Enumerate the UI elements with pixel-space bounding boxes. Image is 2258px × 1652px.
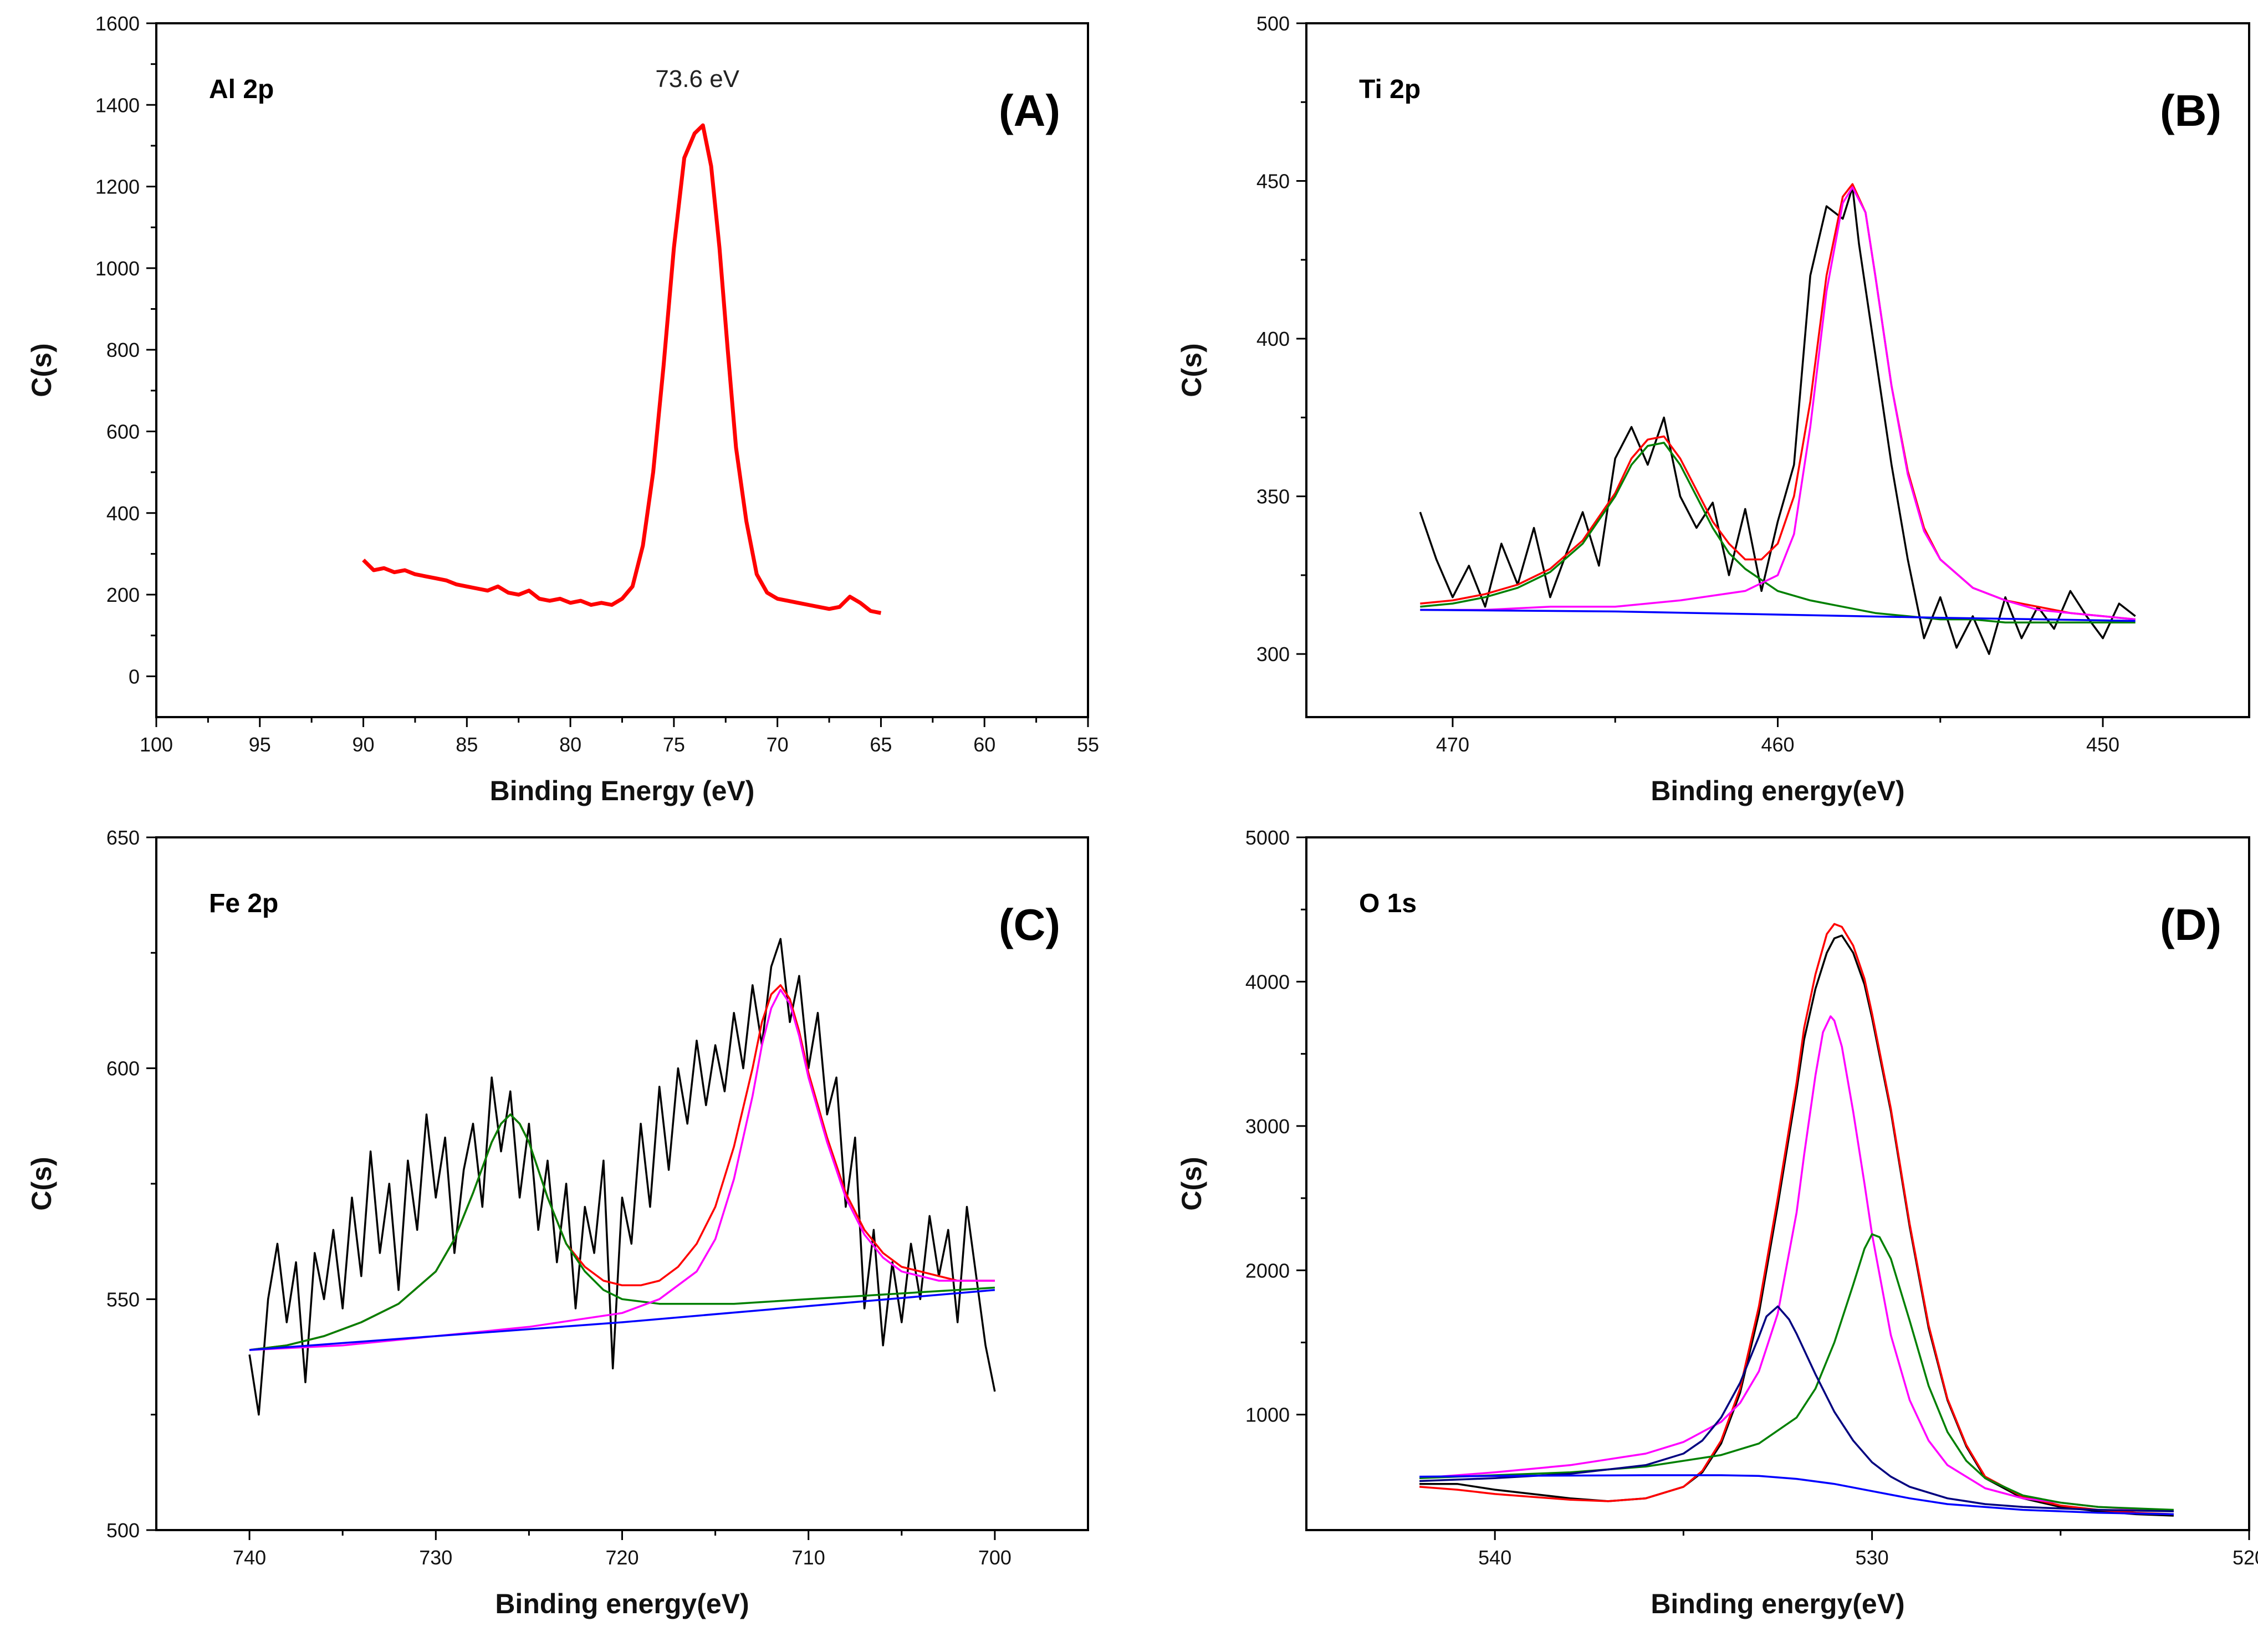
panel-1: 470 460 450 300 350 400 450 500 Binding energy(e… xyxy=(1176,12,2250,806)
panel-label: (B) xyxy=(2160,86,2221,135)
y-tick-label: 3000 xyxy=(1245,1115,1290,1138)
series-line-2 xyxy=(1420,442,2136,624)
panel-label: (A) xyxy=(999,86,1060,135)
x-tick-label: 90 xyxy=(353,733,375,756)
y-tick-label: 350 xyxy=(1256,485,1290,508)
series-line-0 xyxy=(1419,186,2136,655)
x-tick-label: 55 xyxy=(1077,733,1099,756)
x-tick-label: 470 xyxy=(1436,733,1469,756)
y-tick-label: 400 xyxy=(106,502,140,525)
y-tick-label: 200 xyxy=(106,584,140,606)
series-line-4 xyxy=(249,1288,995,1351)
x-tick-label: 530 xyxy=(1856,1546,1889,1569)
element-label: Al 2p xyxy=(209,75,274,104)
x-tick-label: 710 xyxy=(792,1546,825,1569)
y-tick-label: 1600 xyxy=(95,12,140,35)
plot-frame xyxy=(155,836,1089,1531)
x-tick-label: 80 xyxy=(559,733,581,756)
y-tick-label: 650 xyxy=(106,826,140,849)
y-tick-label: 1000 xyxy=(95,257,140,280)
element-label: Fe 2p xyxy=(209,889,278,918)
y-tick-label: 600 xyxy=(106,420,140,443)
y-tick-label: 4000 xyxy=(1245,970,1290,993)
series-line-3 xyxy=(1419,1233,2174,1511)
y-tick-label: 500 xyxy=(106,1519,140,1542)
peak-annotation: 73.6 eV xyxy=(655,65,739,93)
series-line-0 xyxy=(362,123,882,615)
plot-frame xyxy=(155,22,1089,718)
x-tick-label: 85 xyxy=(456,733,478,756)
y-axis-label: C(s) xyxy=(1176,1157,1207,1210)
x-tick-label: 520 xyxy=(2233,1546,2258,1569)
series-line-1 xyxy=(1419,923,2174,1516)
x-tick-label: 730 xyxy=(419,1546,452,1569)
x-tick-label: 65 xyxy=(870,733,892,756)
series-line-0 xyxy=(248,938,996,1416)
y-tick-label: 5000 xyxy=(1245,826,1290,849)
x-tick-label: 450 xyxy=(2086,733,2119,756)
x-tick-label: 60 xyxy=(973,733,995,756)
series-line-2 xyxy=(1419,1015,2174,1512)
x-axis-label: Binding energy(eV) xyxy=(1651,1588,1904,1619)
element-label: O 1s xyxy=(1359,889,1417,918)
panel-label: (C) xyxy=(999,900,1060,949)
plot-frame xyxy=(1305,22,2250,718)
x-tick-label: 700 xyxy=(978,1546,1011,1569)
y-tick-label: 500 xyxy=(1256,12,1290,35)
y-tick-label: 400 xyxy=(1256,328,1290,350)
x-tick-label: 95 xyxy=(249,733,271,756)
x-tick-label: 720 xyxy=(605,1546,638,1569)
x-tick-label: 460 xyxy=(1761,733,1794,756)
y-axis-label: C(s) xyxy=(26,343,57,397)
series-line-4 xyxy=(1419,1305,2174,1512)
panel-0: 100 95 90 85 80 75 70 65 60 55 0 200 400 600 800 1000 12… xyxy=(26,12,1099,806)
x-axis-label: Binding energy(eV) xyxy=(1651,775,1904,806)
y-axis-label: C(s) xyxy=(26,1157,57,1210)
x-axis-label: Binding energy(eV) xyxy=(495,1588,749,1619)
y-tick-label: 800 xyxy=(106,339,140,361)
x-axis-label: Binding Energy (eV) xyxy=(490,775,755,806)
x-tick-label: 100 xyxy=(140,733,173,756)
y-tick-label: 600 xyxy=(106,1057,140,1080)
y-tick-label: 2000 xyxy=(1245,1259,1290,1282)
series-line-0 xyxy=(1419,934,2174,1517)
series-line-2 xyxy=(249,1113,995,1351)
panel-label: (D) xyxy=(2160,900,2221,949)
y-axis-label: C(s) xyxy=(1176,343,1207,397)
x-tick-label: 70 xyxy=(767,733,789,756)
series-line-3 xyxy=(249,989,995,1351)
panel-3: 540 530 520 1000 2000 3000 4000 5000 Binding ene… xyxy=(1176,826,2258,1619)
y-tick-label: 450 xyxy=(1256,170,1290,193)
y-tick-label: 0 xyxy=(129,665,140,688)
plot-frame xyxy=(1305,836,2250,1531)
series-line-3 xyxy=(1420,186,2136,621)
series-line-5 xyxy=(1419,1474,2174,1516)
panel-2: 740 730 720 710 700 500 550 600 650 Binding energ… xyxy=(26,826,1089,1619)
series-line-4 xyxy=(1420,608,2136,622)
y-tick-label: 550 xyxy=(106,1288,140,1311)
y-tick-label: 1000 xyxy=(1245,1404,1290,1426)
y-tick-label: 1400 xyxy=(95,94,140,116)
x-tick-label: 75 xyxy=(663,733,685,756)
x-tick-label: 540 xyxy=(1478,1546,1511,1569)
y-tick-label: 300 xyxy=(1256,643,1290,666)
element-label: Ti 2p xyxy=(1359,75,1421,104)
x-tick-label: 740 xyxy=(233,1546,266,1569)
y-tick-label: 1200 xyxy=(95,176,140,198)
